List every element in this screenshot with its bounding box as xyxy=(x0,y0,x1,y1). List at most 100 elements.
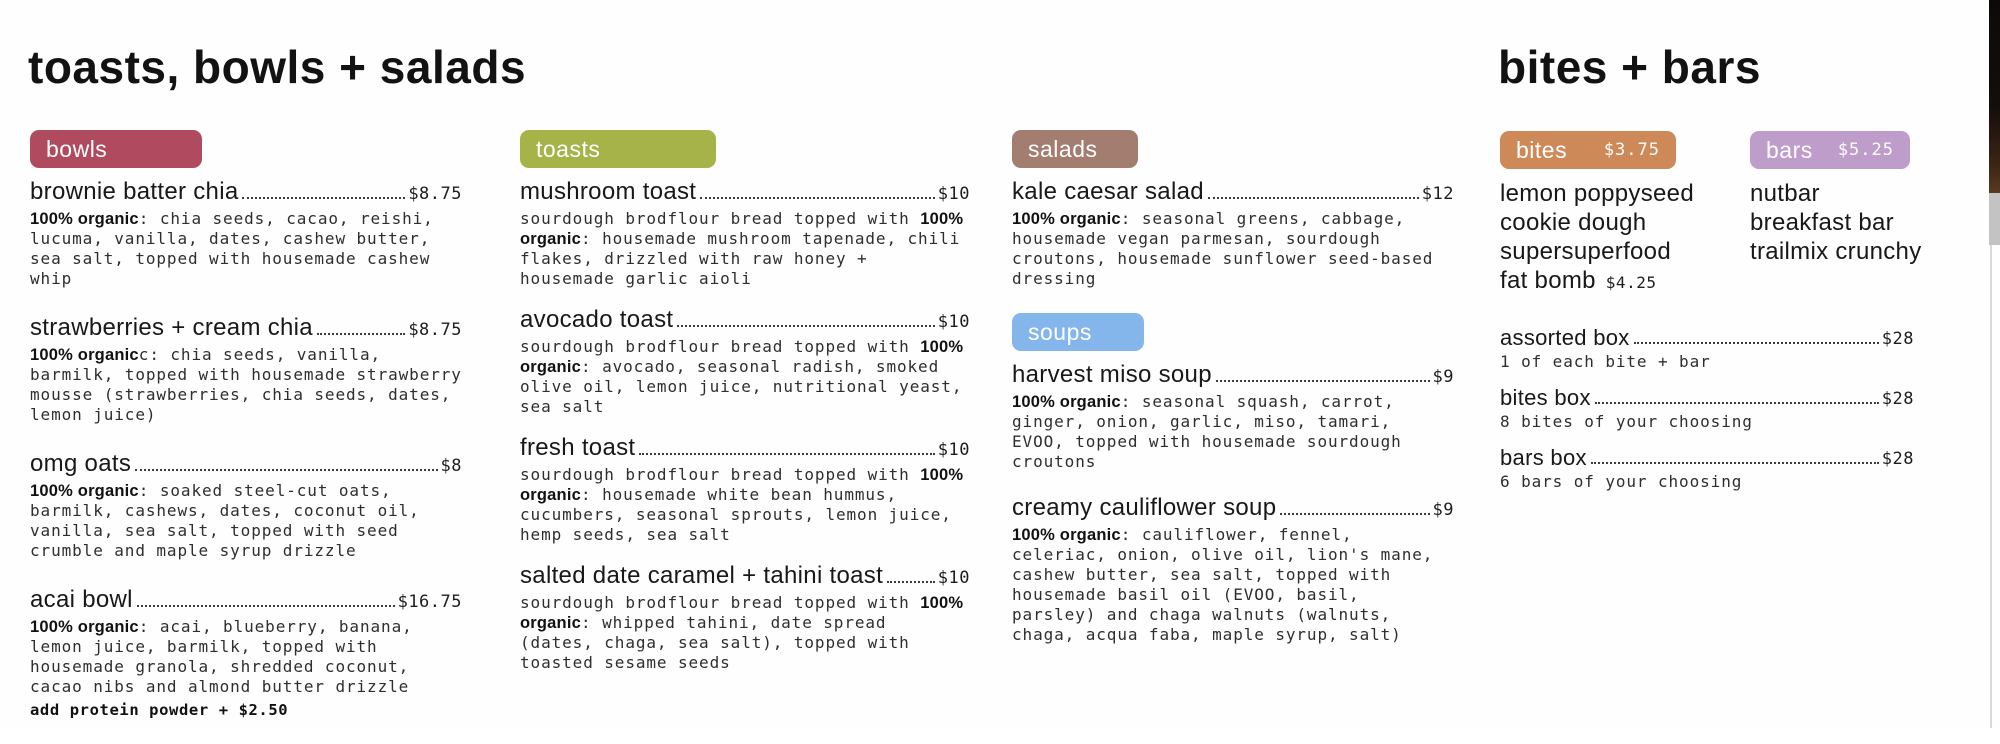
badge-price: $3.75 xyxy=(1603,140,1660,160)
menu-item-row: strawberries + cream chia $8.75 xyxy=(30,314,462,342)
bite-bar-item: nutbar xyxy=(1750,179,1920,208)
item-price: $8.75 xyxy=(408,320,462,340)
item-description: 100% organic: chia seeds, cacao, reishi,… xyxy=(30,209,462,289)
item-name: bars box xyxy=(1500,445,1587,470)
item-name: bites box xyxy=(1500,385,1591,410)
desc-segment: 100% organic xyxy=(30,482,139,500)
bites-bars-lists: bites $3.75 lemon poppyseed cookie dough sup… xyxy=(1500,131,1922,297)
desc-segment: : soaked steel-cut oats, barmilk, cashew… xyxy=(30,481,420,560)
menu-item-row: mushroom toast $10 xyxy=(520,178,970,206)
desc-segment: : chia seeds, cacao, reishi, lucuma, van… xyxy=(30,209,434,288)
item-description: 100% organic: cauliflower, fennel, celer… xyxy=(1012,525,1454,645)
menu-item-row: avocado toast $10 xyxy=(520,306,970,334)
item-price: $8.75 xyxy=(408,184,462,204)
menu-item-row: salted date caramel + tahini toast $10 xyxy=(520,562,970,590)
dotted-leader xyxy=(639,453,935,455)
badge-label: bars xyxy=(1766,136,1813,163)
category-badge-bites: bites $3.75 xyxy=(1500,131,1676,169)
item-name: brownie batter chia xyxy=(30,178,239,205)
item-price: $28 xyxy=(1881,389,1914,409)
dotted-leader xyxy=(1207,197,1419,199)
desc-segment: 100% organic xyxy=(520,210,964,248)
item-name: harvest miso soup xyxy=(1012,361,1212,388)
menu-item-row: assorted box $28 xyxy=(1500,325,1914,351)
desc-segment: sourdough brodflour bread topped with xyxy=(520,465,921,484)
item-price: $9 xyxy=(1432,500,1454,520)
item-name: cookie dough xyxy=(1500,209,1647,236)
badge-label: bowls xyxy=(46,135,108,162)
desc-segment: : whipped tahini, date spread (dates, ch… xyxy=(520,613,910,672)
dotted-leader xyxy=(1633,342,1879,344)
dotted-leader xyxy=(242,197,406,199)
bowls-column: bowls brownie batter chia $8.75 100% organi… xyxy=(30,130,462,744)
item-note: add protein powder + $2.50 xyxy=(30,701,289,719)
badge-price: $5.25 xyxy=(1837,140,1894,160)
box-item: assorted box $28 1 of each bite + bar xyxy=(1500,325,1914,372)
desc-segment: : avocado, seasonal radish, smoked olive… xyxy=(520,357,963,416)
menu-item-row: omg oats $8 xyxy=(30,450,462,478)
bite-bar-item: lemon poppyseed xyxy=(1500,179,1732,208)
menu-item-row: bites box $28 xyxy=(1500,385,1914,411)
desc-segment: 100% organic xyxy=(520,338,964,376)
toasts-column: toasts mushroom toast $10 sourdough brodflo… xyxy=(520,130,970,690)
badge-label: salads xyxy=(1028,135,1098,162)
item-name: acai bowl xyxy=(30,586,133,613)
item-name: strawberries + cream chia xyxy=(30,314,313,341)
bites-bars-section: bites $3.75 lemon poppyseed cookie dough sup… xyxy=(1500,131,1922,505)
item-name: avocado toast xyxy=(520,306,674,333)
category-badge-toasts: toasts xyxy=(520,130,716,168)
item-name: fat bomb xyxy=(1500,267,1596,294)
bite-bar-item: trailmix crunchy xyxy=(1750,237,1922,266)
item-price: $12 xyxy=(1421,184,1454,204)
item-name: salted date caramel + tahini toast xyxy=(520,562,884,589)
desc-segment: 100% organic xyxy=(520,594,964,632)
right-edge-gray-strip xyxy=(1989,193,2000,245)
menu-item-row: creamy cauliflower soup $9 xyxy=(1012,494,1454,522)
desc-segment: 100% organic xyxy=(30,346,139,364)
item-name: supersuperfood xyxy=(1500,238,1671,265)
dotted-leader xyxy=(1594,402,1879,404)
menu-item: brownie batter chia $8.75 100% organic: ch… xyxy=(30,178,462,289)
item-price: $16.75 xyxy=(397,592,462,612)
desc-segment: sourdough brodflour bread topped with xyxy=(520,337,921,356)
menu-item-row: harvest miso soup $9 xyxy=(1012,361,1454,389)
menu-item: fresh toast $10 sourdough brodflour bread … xyxy=(520,434,970,545)
desc-segment: : acai, blueberry, banana, lemon juice, … xyxy=(30,617,413,696)
desc-segment: : cauliflower, fennel, celeriac, onion, … xyxy=(1012,525,1434,644)
item-name: breakfast bar xyxy=(1750,209,1894,236)
menu-item-row: acai bowl $16.75 xyxy=(30,586,462,614)
item-price: $10 xyxy=(937,568,970,588)
desc-segment: 100% organic xyxy=(1012,210,1121,228)
menu-item: creamy cauliflower soup $9 100% organic: c… xyxy=(1012,494,1454,645)
desc-segment: c: chia seeds, vanilla, barmilk, topped … xyxy=(30,345,462,424)
category-badge-salads: salads xyxy=(1012,130,1138,168)
item-price: $28 xyxy=(1881,449,1914,469)
bite-bar-item: supersuperfood xyxy=(1500,237,1732,266)
item-price: $4.25 xyxy=(1605,273,1657,292)
item-description: sourdough brodflour bread topped with 10… xyxy=(520,593,970,673)
item-description: 100% organic: acai, blueberry, banana, l… xyxy=(30,617,462,697)
salads-soups-column: salads kale caesar salad $12 100% organic: … xyxy=(1012,130,1454,667)
dotted-leader xyxy=(677,325,935,327)
right-edge-dark-strip xyxy=(1989,0,2000,193)
bites-list: bites $3.75 lemon poppyseed cookie dough sup… xyxy=(1500,131,1732,297)
item-description: 100% organic: seasonal squash, carrot, g… xyxy=(1012,392,1454,472)
item-description: 100% organicc: chia seeds, vanilla, barm… xyxy=(30,345,462,425)
menu-item: kale caesar salad $12 100% organic: season… xyxy=(1012,178,1454,289)
badge-label: toasts xyxy=(536,135,601,162)
menu-item: mushroom toast $10 sourdough brodflour bre… xyxy=(520,178,970,289)
bars-list: bars $5.25 nutbar breakfast bar trailmix cru… xyxy=(1750,131,1922,297)
menu-item: avocado toast $10 sourdough brodflour brea… xyxy=(520,306,970,417)
item-name: trailmix crunchy xyxy=(1750,238,1922,265)
menu-item: omg oats $8 100% organic: soaked steel-cut… xyxy=(30,450,462,561)
menu-item: acai bowl $16.75 100% organic: acai, blueb… xyxy=(30,586,462,719)
menu-item: harvest miso soup $9 100% organic: seasona… xyxy=(1012,361,1454,472)
item-price: $28 xyxy=(1881,329,1914,349)
item-price: $10 xyxy=(937,184,970,204)
dotted-leader xyxy=(1215,380,1430,382)
desc-segment: : housemade white bean hummus, cucumbers… xyxy=(520,485,952,544)
menu-item-row: bars box $28 xyxy=(1500,445,1914,471)
item-name: assorted box xyxy=(1500,325,1630,350)
item-price: $10 xyxy=(937,312,970,332)
dotted-leader xyxy=(136,605,395,607)
